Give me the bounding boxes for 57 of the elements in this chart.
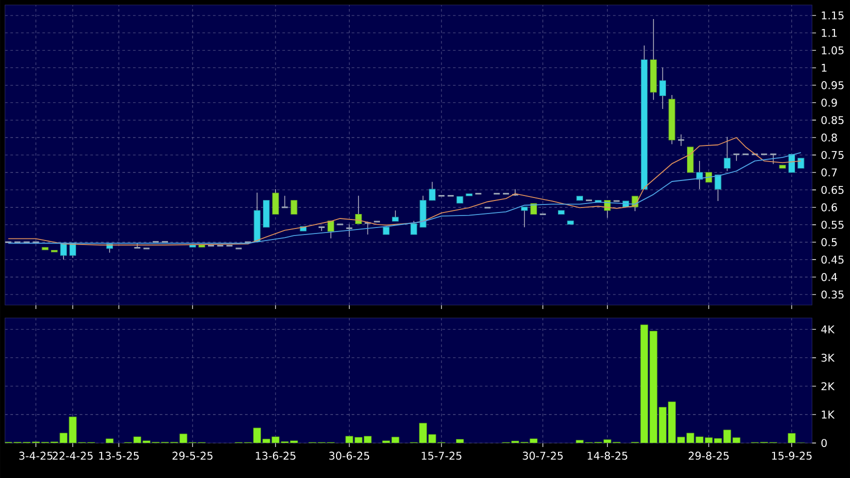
candlestick [659, 67, 666, 110]
y-tick-label: 0.6 [821, 203, 837, 212]
x-tick-label: 15-9-25 [772, 452, 812, 460]
y-tick-label: 0.65 [821, 186, 844, 194]
x-tick-label: 30-7-25 [522, 452, 563, 460]
x-tick-label: 15-7-25 [422, 452, 462, 460]
y-tick-label: 1.15 [822, 11, 844, 20]
y-tick-label: 0 [821, 438, 827, 448]
candlestick [788, 154, 796, 173]
y-tick-label: 1.1 [822, 29, 837, 37]
x-tick-label: 13-5-25 [99, 452, 139, 460]
y-tick-label: 0.5 [821, 238, 837, 246]
candlestick [769, 153, 778, 164]
candlestick [428, 181, 436, 201]
candlestick [318, 226, 326, 232]
x-tick-label: 22-4-25 [52, 452, 93, 460]
candlestick [60, 242, 67, 260]
candlestick [521, 206, 528, 228]
x-tick-label: 29-8-25 [688, 452, 729, 460]
x-tick-label: 13-6-25 [256, 452, 296, 460]
candlestick [328, 220, 334, 239]
y-tick-label: 2K [821, 382, 835, 390]
candlestick [696, 160, 703, 190]
y-tick-label: 0.45 [821, 256, 844, 264]
y-tick-label: 4K [821, 325, 835, 334]
y-tick-label: 0.55 [821, 220, 844, 229]
x-tick-label: 30-6-25 [329, 452, 370, 460]
x-tick-label: 29-5-25 [172, 452, 212, 460]
y-tick-label: 0.35 [821, 290, 844, 299]
candlestick [724, 136, 731, 172]
y-tick-label: 0.75 [821, 150, 844, 160]
y-tick-label: 0.95 [821, 81, 844, 90]
candlestick [392, 210, 399, 222]
candlestick [272, 188, 279, 215]
bar [456, 439, 464, 443]
y-tick-label: 1.05 [822, 46, 844, 54]
candlestick [290, 200, 298, 215]
y-tick-label: 0.85 [821, 116, 844, 124]
candlestick [714, 174, 722, 202]
x-tick-label: 3-4-25 [19, 452, 52, 460]
candlestick [345, 224, 354, 238]
y-tick-label: 1K [822, 410, 835, 418]
bar [106, 438, 114, 443]
candlestick [355, 195, 362, 224]
y-tick-label: 0.8 [821, 134, 837, 142]
x-tick-label: 14-8-25 [588, 452, 628, 460]
candlestick [280, 195, 289, 208]
candlestick [677, 134, 685, 146]
line-series [8, 152, 802, 244]
y-tick-label: 0.4 [821, 273, 838, 282]
y-tick-label: 0.9 [821, 98, 837, 107]
y-tick-label: 3K [822, 354, 835, 362]
y-tick-label: 0.7 [821, 168, 837, 176]
candlestick [732, 153, 740, 162]
y-tick-label: 1 [822, 64, 826, 72]
candlestick [410, 220, 418, 235]
candlestick [69, 242, 76, 258]
